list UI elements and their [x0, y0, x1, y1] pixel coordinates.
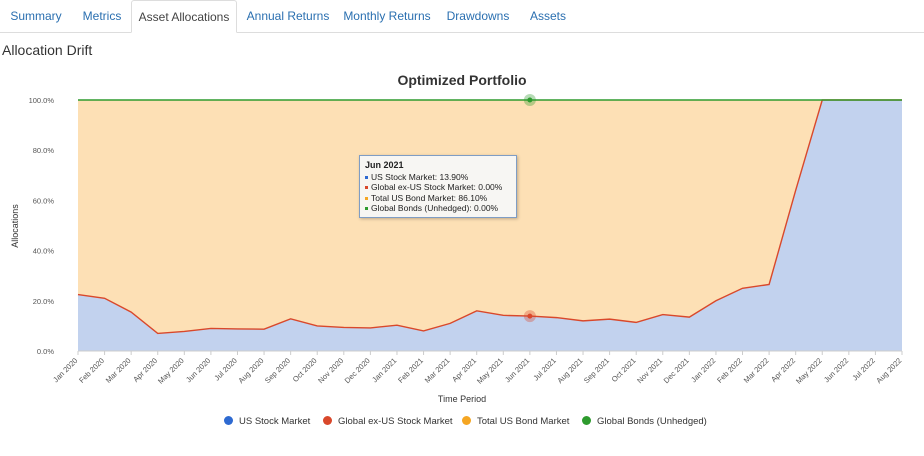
- series-dot: [365, 207, 368, 211]
- hover-marker-global-bonds: [527, 97, 533, 103]
- x-tick-label: Apr 2021: [450, 356, 478, 384]
- tooltip-row-text: US Stock Market: 13.90%: [371, 171, 469, 182]
- x-tick-label: Aug 2021: [555, 356, 584, 385]
- x-tick-label: Sep 2020: [263, 356, 292, 385]
- y-tick-label: 40.0%: [33, 247, 55, 256]
- tab-metrics[interactable]: Metrics: [82, 9, 122, 23]
- x-tick-label: Sep 2021: [582, 356, 611, 385]
- y-tick-label: 20.0%: [33, 297, 55, 306]
- legend-swatch: [323, 416, 332, 425]
- tab-monthly-returns[interactable]: Monthly Returns: [343, 9, 431, 23]
- legend-item-global-ex-us-stock-market[interactable]: Global ex-US Stock Market: [323, 414, 453, 430]
- y-tick-label: 0.0%: [37, 347, 54, 356]
- x-tick-label: May 2020: [156, 356, 186, 386]
- legend-swatch: [582, 416, 591, 425]
- series-dot: [365, 175, 368, 179]
- x-tick-label: Jun 2022: [822, 356, 850, 384]
- x-tick-label: Jun 2021: [503, 356, 531, 384]
- x-tick-label: Apr 2020: [131, 356, 159, 384]
- legend-label: Global ex-US Stock Market: [338, 416, 453, 427]
- y-tick-label: 60.0%: [33, 196, 55, 205]
- x-tick-label: Mar 2020: [104, 356, 133, 385]
- legend-swatch: [462, 416, 471, 425]
- tooltip-row: Global ex-US Stock Market: 0.00%: [365, 182, 511, 193]
- tooltip-row-text: Global Bonds (Unhedged): 0.00%: [371, 203, 499, 213]
- tab-asset-allocations[interactable]: Asset Allocations: [131, 0, 237, 33]
- y-tick-label: 80.0%: [33, 146, 55, 155]
- x-tick-label: Feb 2021: [396, 356, 425, 385]
- tooltip-row-text: Global ex-US Stock Market: 0.00%: [371, 182, 503, 192]
- x-tick-label: Jan 2021: [370, 356, 398, 384]
- x-tick-label: Nov 2021: [635, 356, 664, 385]
- tooltip-row-text: Total US Bond Market: 86.10%: [371, 192, 488, 203]
- legend-label: US Stock Market: [239, 416, 311, 427]
- series-line-global-ex-us-stock-market: [77, 99, 902, 335]
- tab-drawdowns[interactable]: Drawdowns: [446, 9, 510, 23]
- tooltip-row: US Stock Market: 13.90%: [365, 172, 511, 183]
- x-tick-label: Feb 2022: [715, 356, 744, 385]
- chart-tooltip: Jun 2021 US Stock Market: 13.90% Global …: [359, 155, 517, 218]
- x-axis-title: Time Period: [438, 394, 486, 404]
- legend-swatch: [224, 416, 233, 425]
- x-tick-label: Jan 2022: [689, 356, 717, 384]
- x-tick-label: May 2022: [794, 356, 824, 386]
- legend-item-global-bonds-unhedged[interactable]: Global Bonds (Unhedged): [582, 414, 707, 430]
- x-tick-label: Dec 2021: [662, 356, 691, 385]
- series-area-us-stock-market: [78, 100, 902, 351]
- hover-marker-global-ex-us: [527, 313, 533, 319]
- y-tick-label: 100.0%: [29, 96, 55, 105]
- x-tick-label: Dec 2020: [343, 356, 372, 385]
- x-tick-label: Mar 2022: [742, 356, 771, 385]
- tab-assets[interactable]: Assets: [529, 9, 566, 23]
- x-tick-label: Aug 2022: [874, 356, 903, 385]
- x-tick-label: Jul 2022: [850, 356, 876, 382]
- section-title: Allocation Drift: [2, 42, 93, 58]
- x-tick-label: Nov 2020: [316, 356, 345, 385]
- legend-item-total-us-bond-market[interactable]: Total US Bond Market: [462, 414, 569, 430]
- legend-label: Total US Bond Market: [477, 416, 570, 427]
- y-axis-title: Allocations: [10, 204, 20, 248]
- x-tick-label: Jan 2020: [51, 356, 79, 384]
- tab-annual-returns[interactable]: Annual Returns: [246, 9, 330, 23]
- chart-legend: US Stock Market Global ex-US Stock Marke…: [0, 414, 924, 430]
- x-tick-label: Jun 2020: [184, 356, 212, 384]
- tab-summary[interactable]: Summary: [10, 9, 62, 23]
- tab-bar: Summary Metrics Asset Allocations Annual…: [0, 0, 924, 33]
- x-tick-label: Jul 2021: [531, 356, 557, 382]
- allocation-drift-chart: Optimized Portfolio 0.0% 20.0% 40.0% 60.0% 8…: [10, 72, 903, 404]
- series-dot: [365, 196, 368, 200]
- tooltip-row: Global Bonds (Unhedged): 0.00%: [365, 203, 511, 214]
- x-tick-label: Aug 2020: [236, 356, 265, 385]
- x-tick-label: Oct 2021: [610, 356, 638, 384]
- tooltip-title: Jun 2021: [365, 160, 404, 170]
- legend-label: Global Bonds (Unhedged): [597, 416, 707, 427]
- x-tick-label: Oct 2020: [291, 356, 319, 384]
- x-tick-label: May 2021: [475, 356, 505, 386]
- x-tick-label: Feb 2020: [77, 356, 106, 385]
- chart-title: Optimized Portfolio: [397, 72, 526, 88]
- tooltip-row: Total US Bond Market: 86.10%: [365, 193, 511, 204]
- series-dot: [365, 186, 368, 190]
- legend-item-us-stock-market[interactable]: US Stock Market: [224, 414, 310, 430]
- x-tick-label: Jul 2020: [212, 356, 238, 382]
- x-tick-label: Mar 2021: [423, 356, 452, 385]
- x-tick-label: Apr 2022: [769, 356, 797, 384]
